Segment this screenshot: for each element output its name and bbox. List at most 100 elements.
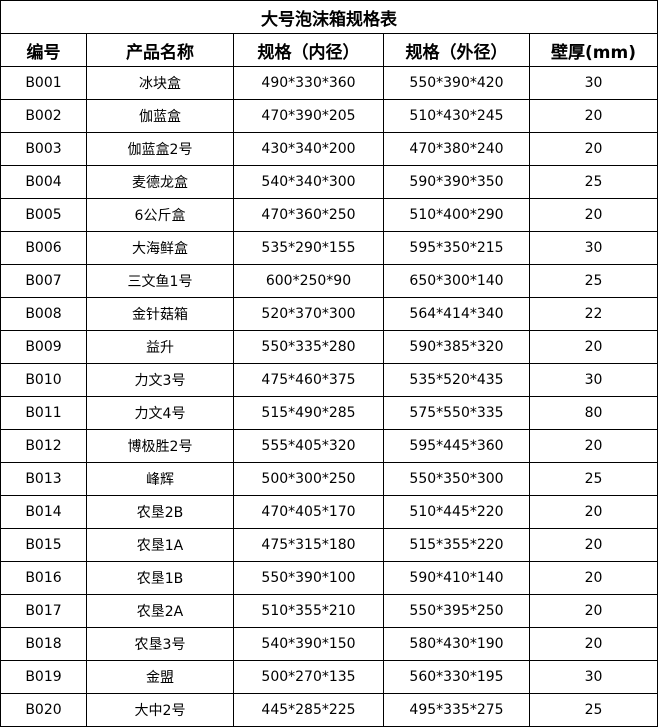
cell-outer-size: 550*390*420 <box>383 66 530 100</box>
cell-inner-size: 540*340*300 <box>233 165 384 199</box>
cell-wall-thickness: 20 <box>528 561 658 595</box>
cell-wall-thickness: 20 <box>528 495 658 529</box>
table-row: B015 农垦1A 475*315*180 515*355*220 20 <box>0 528 658 562</box>
cell-wall-thickness: 25 <box>528 462 658 496</box>
cell-inner-size: 470*390*205 <box>233 99 384 133</box>
cell-wall-thickness: 20 <box>528 594 658 628</box>
cell-code: B002 <box>0 99 87 133</box>
cell-outer-size: 575*550*335 <box>383 396 530 430</box>
table-row: B016 农垦1B 550*390*100 590*410*140 20 <box>0 561 658 595</box>
cell-outer-size: 580*430*190 <box>383 627 530 661</box>
cell-inner-size: 540*390*150 <box>233 627 384 661</box>
cell-inner-size: 600*250*90 <box>233 264 384 298</box>
cell-product-name: 6公斤盒 <box>86 198 234 232</box>
table-row: B006 大海鲜盒 535*290*155 595*350*215 30 <box>0 231 658 265</box>
cell-code: B008 <box>0 297 87 331</box>
cell-code: B020 <box>0 693 87 727</box>
cell-wall-thickness: 30 <box>528 660 658 694</box>
cell-code: B017 <box>0 594 87 628</box>
cell-wall-thickness: 25 <box>528 693 658 727</box>
cell-product-name: 金针菇箱 <box>86 297 234 331</box>
cell-code: B016 <box>0 561 87 595</box>
cell-product-name: 冰块盒 <box>86 66 234 100</box>
table-row: B005 6公斤盒 470*360*250 510*400*290 20 <box>0 198 658 232</box>
cell-outer-size: 564*414*340 <box>383 297 530 331</box>
cell-product-name: 农垦1B <box>86 561 234 595</box>
cell-inner-size: 500*270*135 <box>233 660 384 694</box>
table-row: B020 大中2号 445*285*225 495*335*275 25 <box>0 693 658 727</box>
cell-outer-size: 510*445*220 <box>383 495 530 529</box>
cell-code: B010 <box>0 363 87 397</box>
cell-code: B013 <box>0 462 87 496</box>
table-row: B002 伽蓝盒 470*390*205 510*430*245 20 <box>0 99 658 133</box>
cell-outer-size: 550*395*250 <box>383 594 530 628</box>
cell-wall-thickness: 80 <box>528 396 658 430</box>
cell-outer-size: 515*355*220 <box>383 528 530 562</box>
cell-product-name: 力文3号 <box>86 363 234 397</box>
cell-product-name: 三文鱼1号 <box>86 264 234 298</box>
cell-code: B005 <box>0 198 87 232</box>
cell-code: B019 <box>0 660 87 694</box>
cell-outer-size: 590*410*140 <box>383 561 530 595</box>
cell-inner-size: 515*490*285 <box>233 396 384 430</box>
cell-outer-size: 470*380*240 <box>383 132 530 166</box>
header-product-name: 产品名称 <box>86 33 234 67</box>
cell-inner-size: 490*330*360 <box>233 66 384 100</box>
cell-wall-thickness: 25 <box>528 165 658 199</box>
cell-code: B009 <box>0 330 87 364</box>
cell-product-name: 金盟 <box>86 660 234 694</box>
cell-inner-size: 550*335*280 <box>233 330 384 364</box>
cell-outer-size: 510*430*245 <box>383 99 530 133</box>
cell-product-name: 力文4号 <box>86 396 234 430</box>
cell-outer-size: 560*330*195 <box>383 660 530 694</box>
cell-code: B012 <box>0 429 87 463</box>
cell-product-name: 麦德龙盒 <box>86 165 234 199</box>
table-row: B010 力文3号 475*460*375 535*520*435 30 <box>0 363 658 397</box>
cell-outer-size: 595*350*215 <box>383 231 530 265</box>
cell-outer-size: 510*400*290 <box>383 198 530 232</box>
cell-wall-thickness: 25 <box>528 264 658 298</box>
header-wall-thickness: 壁厚(mm) <box>528 33 658 67</box>
cell-inner-size: 550*390*100 <box>233 561 384 595</box>
table-row: B009 益升 550*335*280 590*385*320 20 <box>0 330 658 364</box>
cell-product-name: 伽蓝盒 <box>86 99 234 133</box>
table-row: B001 冰块盒 490*330*360 550*390*420 30 <box>0 66 658 100</box>
cell-inner-size: 475*315*180 <box>233 528 384 562</box>
cell-product-name: 农垦2A <box>86 594 234 628</box>
cell-wall-thickness: 20 <box>528 132 658 166</box>
table-row: B011 力文4号 515*490*285 575*550*335 80 <box>0 396 658 430</box>
cell-inner-size: 555*405*320 <box>233 429 384 463</box>
cell-wall-thickness: 20 <box>528 627 658 661</box>
header-row: 编号 产品名称 规格（内径） 规格（外径） 壁厚(mm) <box>0 33 658 67</box>
cell-inner-size: 470*360*250 <box>233 198 384 232</box>
cell-code: B018 <box>0 627 87 661</box>
cell-code: B007 <box>0 264 87 298</box>
cell-outer-size: 590*390*350 <box>383 165 530 199</box>
cell-product-name: 农垦1A <box>86 528 234 562</box>
cell-inner-size: 470*405*170 <box>233 495 384 529</box>
cell-wall-thickness: 30 <box>528 231 658 265</box>
cell-code: B015 <box>0 528 87 562</box>
cell-product-name: 大海鲜盒 <box>86 231 234 265</box>
cell-inner-size: 510*355*210 <box>233 594 384 628</box>
header-inner-size: 规格（内径） <box>233 33 384 67</box>
cell-outer-size: 535*520*435 <box>383 363 530 397</box>
table-row: B012 博极胜2号 555*405*320 595*445*360 20 <box>0 429 658 463</box>
cell-code: B006 <box>0 231 87 265</box>
cell-wall-thickness: 22 <box>528 297 658 331</box>
table-row: B003 伽蓝盒2号 430*340*200 470*380*240 20 <box>0 132 658 166</box>
cell-outer-size: 590*385*320 <box>383 330 530 364</box>
cell-inner-size: 475*460*375 <box>233 363 384 397</box>
table-row: B019 金盟 500*270*135 560*330*195 30 <box>0 660 658 694</box>
cell-code: B001 <box>0 66 87 100</box>
cell-product-name: 农垦3号 <box>86 627 234 661</box>
cell-product-name: 益升 <box>86 330 234 364</box>
table-row: B007 三文鱼1号 600*250*90 650*300*140 25 <box>0 264 658 298</box>
cell-product-name: 农垦2B <box>86 495 234 529</box>
cell-wall-thickness: 20 <box>528 198 658 232</box>
title-row: 大号泡沫箱规格表 <box>0 0 658 34</box>
table-body: B001 冰块盒 490*330*360 550*390*420 30 B002 伽蓝盒 47… <box>0 66 658 727</box>
cell-outer-size: 650*300*140 <box>383 264 530 298</box>
table-title: 大号泡沫箱规格表 <box>0 0 658 34</box>
